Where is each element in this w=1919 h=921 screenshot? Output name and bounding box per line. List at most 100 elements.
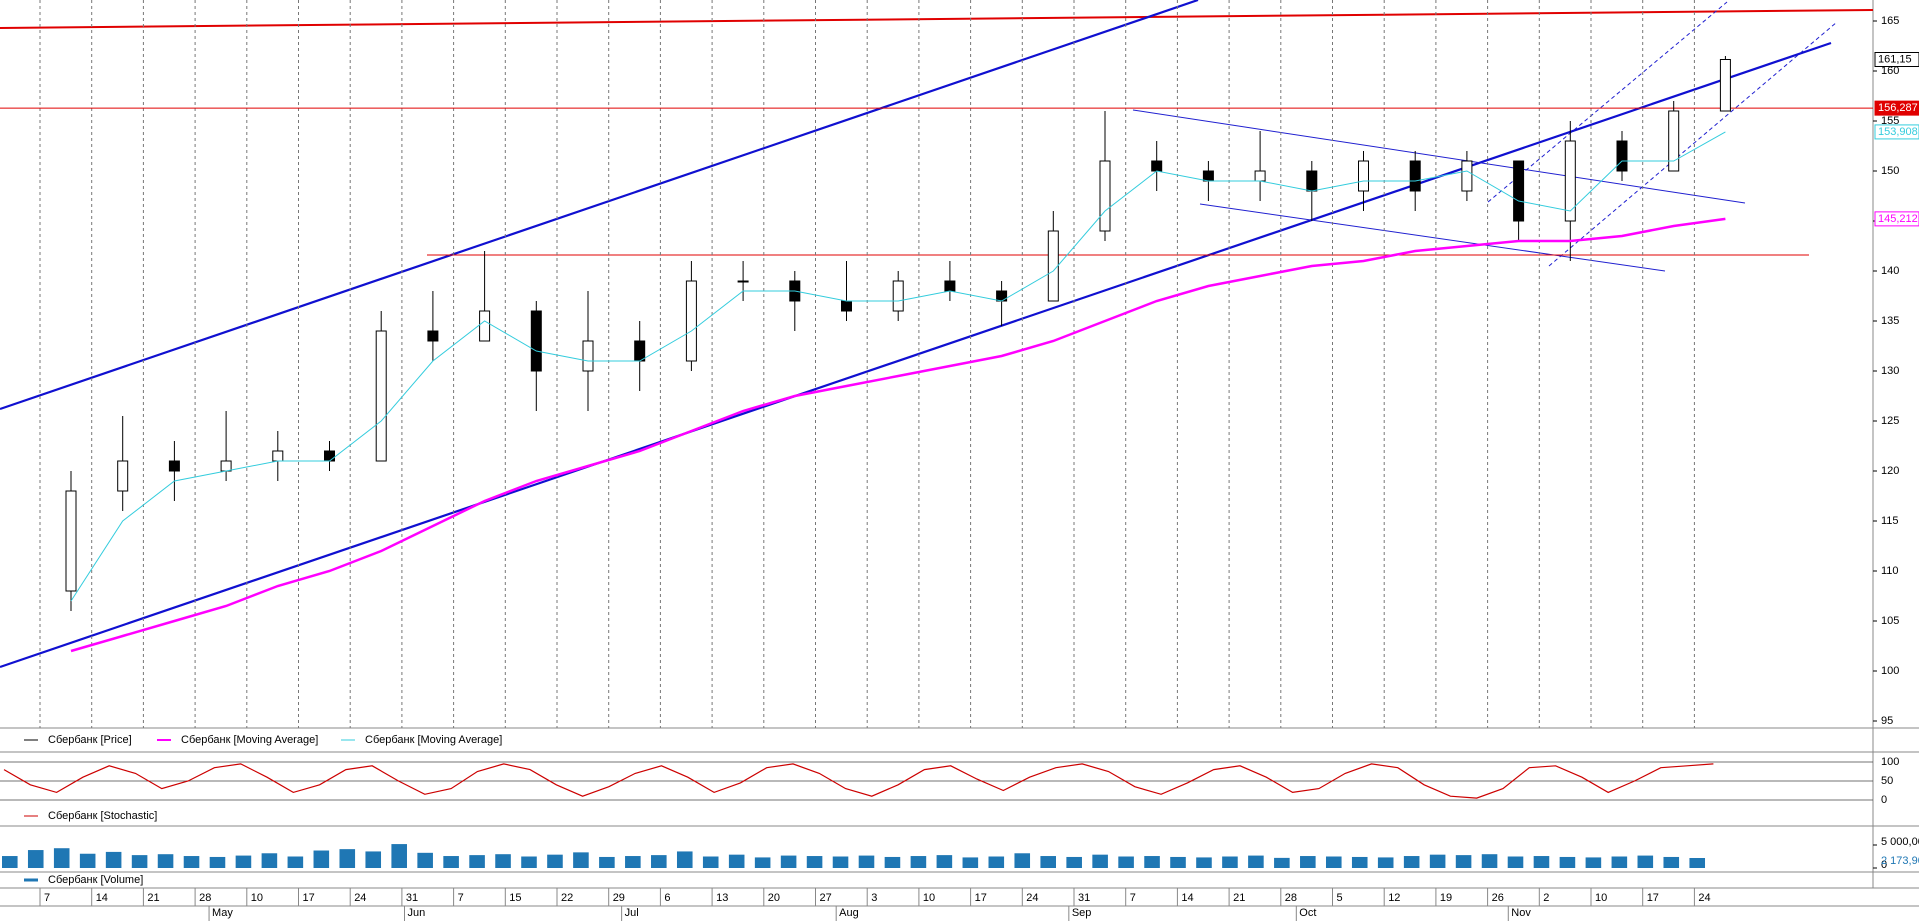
- bar: [1351, 856, 1368, 868]
- x-tick-label: 29: [613, 892, 625, 904]
- x-tick-label: 7: [1130, 892, 1136, 904]
- bar: [209, 856, 226, 868]
- candle-body: [1409, 160, 1421, 192]
- value-box-label: 153,908: [1878, 126, 1918, 138]
- y-tick-label: 160: [1881, 65, 1899, 77]
- x-tick-label: 10: [251, 892, 263, 904]
- value-box: [1874, 124, 1919, 140]
- candle-body: [1099, 160, 1111, 232]
- legend-label: Сбербанк [Volume]: [48, 874, 143, 886]
- candle-body: [1513, 160, 1525, 222]
- x-tick-label: 24: [1026, 892, 1038, 904]
- x-tick-label: 20: [768, 892, 780, 904]
- value-label: 2 173,90: [1881, 855, 1919, 867]
- bar: [806, 856, 823, 868]
- bar: [1455, 855, 1472, 868]
- y-tick-label: 135: [1881, 315, 1899, 327]
- bar: [1559, 856, 1576, 868]
- candle-body: [1254, 170, 1266, 182]
- candle-body: [375, 330, 387, 462]
- series-line: [70, 217, 1726, 653]
- candle-body: [737, 280, 749, 283]
- y-tick-label: 130: [1881, 365, 1899, 377]
- x-tick-label: 17: [1647, 892, 1659, 904]
- y-tick-label: 165: [1881, 15, 1899, 27]
- y-tick-label: 155: [1881, 115, 1899, 127]
- candle-body: [324, 450, 335, 462]
- candle-body: [944, 280, 956, 292]
- candle-body: [1047, 230, 1059, 302]
- candle-body: [1151, 160, 1163, 172]
- bar: [1611, 856, 1628, 868]
- candle-body: [479, 310, 491, 342]
- candle-body: [685, 280, 697, 362]
- value-box: [1874, 52, 1919, 67]
- bar: [988, 856, 1005, 868]
- trendline: [1487, 1, 1728, 203]
- x-tick-label: 10: [1595, 892, 1607, 904]
- legend-label: Сбербанк [Moving Average]: [365, 734, 502, 746]
- bar: [339, 849, 356, 868]
- x-tick-label: 28: [199, 892, 211, 904]
- month-label: Aug: [839, 907, 859, 919]
- y-tick-label: 0: [1881, 794, 1887, 806]
- bar: [157, 854, 174, 868]
- candle-body: [65, 490, 77, 592]
- y-tick-label: 110: [1881, 565, 1899, 577]
- value-box: [1874, 211, 1919, 227]
- bar: [1066, 856, 1082, 868]
- candle-body: [634, 340, 646, 362]
- bar: [79, 853, 96, 868]
- candle-body: [1461, 160, 1473, 192]
- x-tick-label: 24: [1698, 892, 1710, 904]
- month-label: Oct: [1299, 907, 1316, 919]
- x-tick-label: 7: [44, 892, 50, 904]
- x-tick-label: 21: [147, 892, 159, 904]
- trendline: [0, 41, 1832, 669]
- x-tick-label: 31: [406, 892, 418, 904]
- month-label: May: [212, 907, 233, 919]
- y-tick-label: 95: [1881, 715, 1893, 727]
- y-tick-label: 100: [1881, 756, 1899, 768]
- bar: [521, 856, 537, 868]
- bar: [884, 856, 901, 868]
- x-tick-label: 17: [975, 892, 987, 904]
- x-tick-label: 22: [561, 892, 573, 904]
- value-box: [1874, 100, 1919, 116]
- bar: [728, 854, 745, 868]
- bar: [1196, 857, 1212, 868]
- trendline: [1199, 203, 1666, 272]
- candle-body: [427, 330, 439, 342]
- x-tick-label: 14: [1181, 892, 1193, 904]
- y-tick-label: 100: [1881, 665, 1899, 677]
- bar: [1637, 855, 1654, 868]
- legend-label: Сбербанк [Moving Average]: [181, 734, 318, 746]
- x-tick-label: 27: [820, 892, 832, 904]
- trendline: [0, 9, 1874, 29]
- bar: [105, 851, 122, 868]
- bar: [625, 856, 641, 868]
- x-tick-label: 31: [1078, 892, 1090, 904]
- value-box-label: 161,15: [1878, 53, 1912, 65]
- x-tick-label: 3: [871, 892, 877, 904]
- y-tick-label: 0: [1881, 859, 1887, 871]
- x-tick-label: 17: [303, 892, 315, 904]
- x-tick-label: 13: [716, 892, 728, 904]
- bar: [1118, 856, 1134, 868]
- candle-body: [117, 460, 129, 492]
- y-tick-label: 125: [1881, 415, 1899, 427]
- candle-body: [220, 460, 232, 472]
- bar: [780, 855, 797, 868]
- month-label: Sep: [1072, 907, 1092, 919]
- candle-body: [892, 280, 904, 312]
- candle-body: [530, 310, 542, 372]
- bar: [936, 855, 953, 868]
- bar: [1300, 856, 1316, 868]
- y-tick-label: 5 000,00: [1881, 836, 1919, 848]
- y-tick-label: 150: [1881, 165, 1899, 177]
- trendline: [0, 0, 1199, 411]
- x-tick-label: 14: [96, 892, 108, 904]
- candle-body: [841, 300, 852, 312]
